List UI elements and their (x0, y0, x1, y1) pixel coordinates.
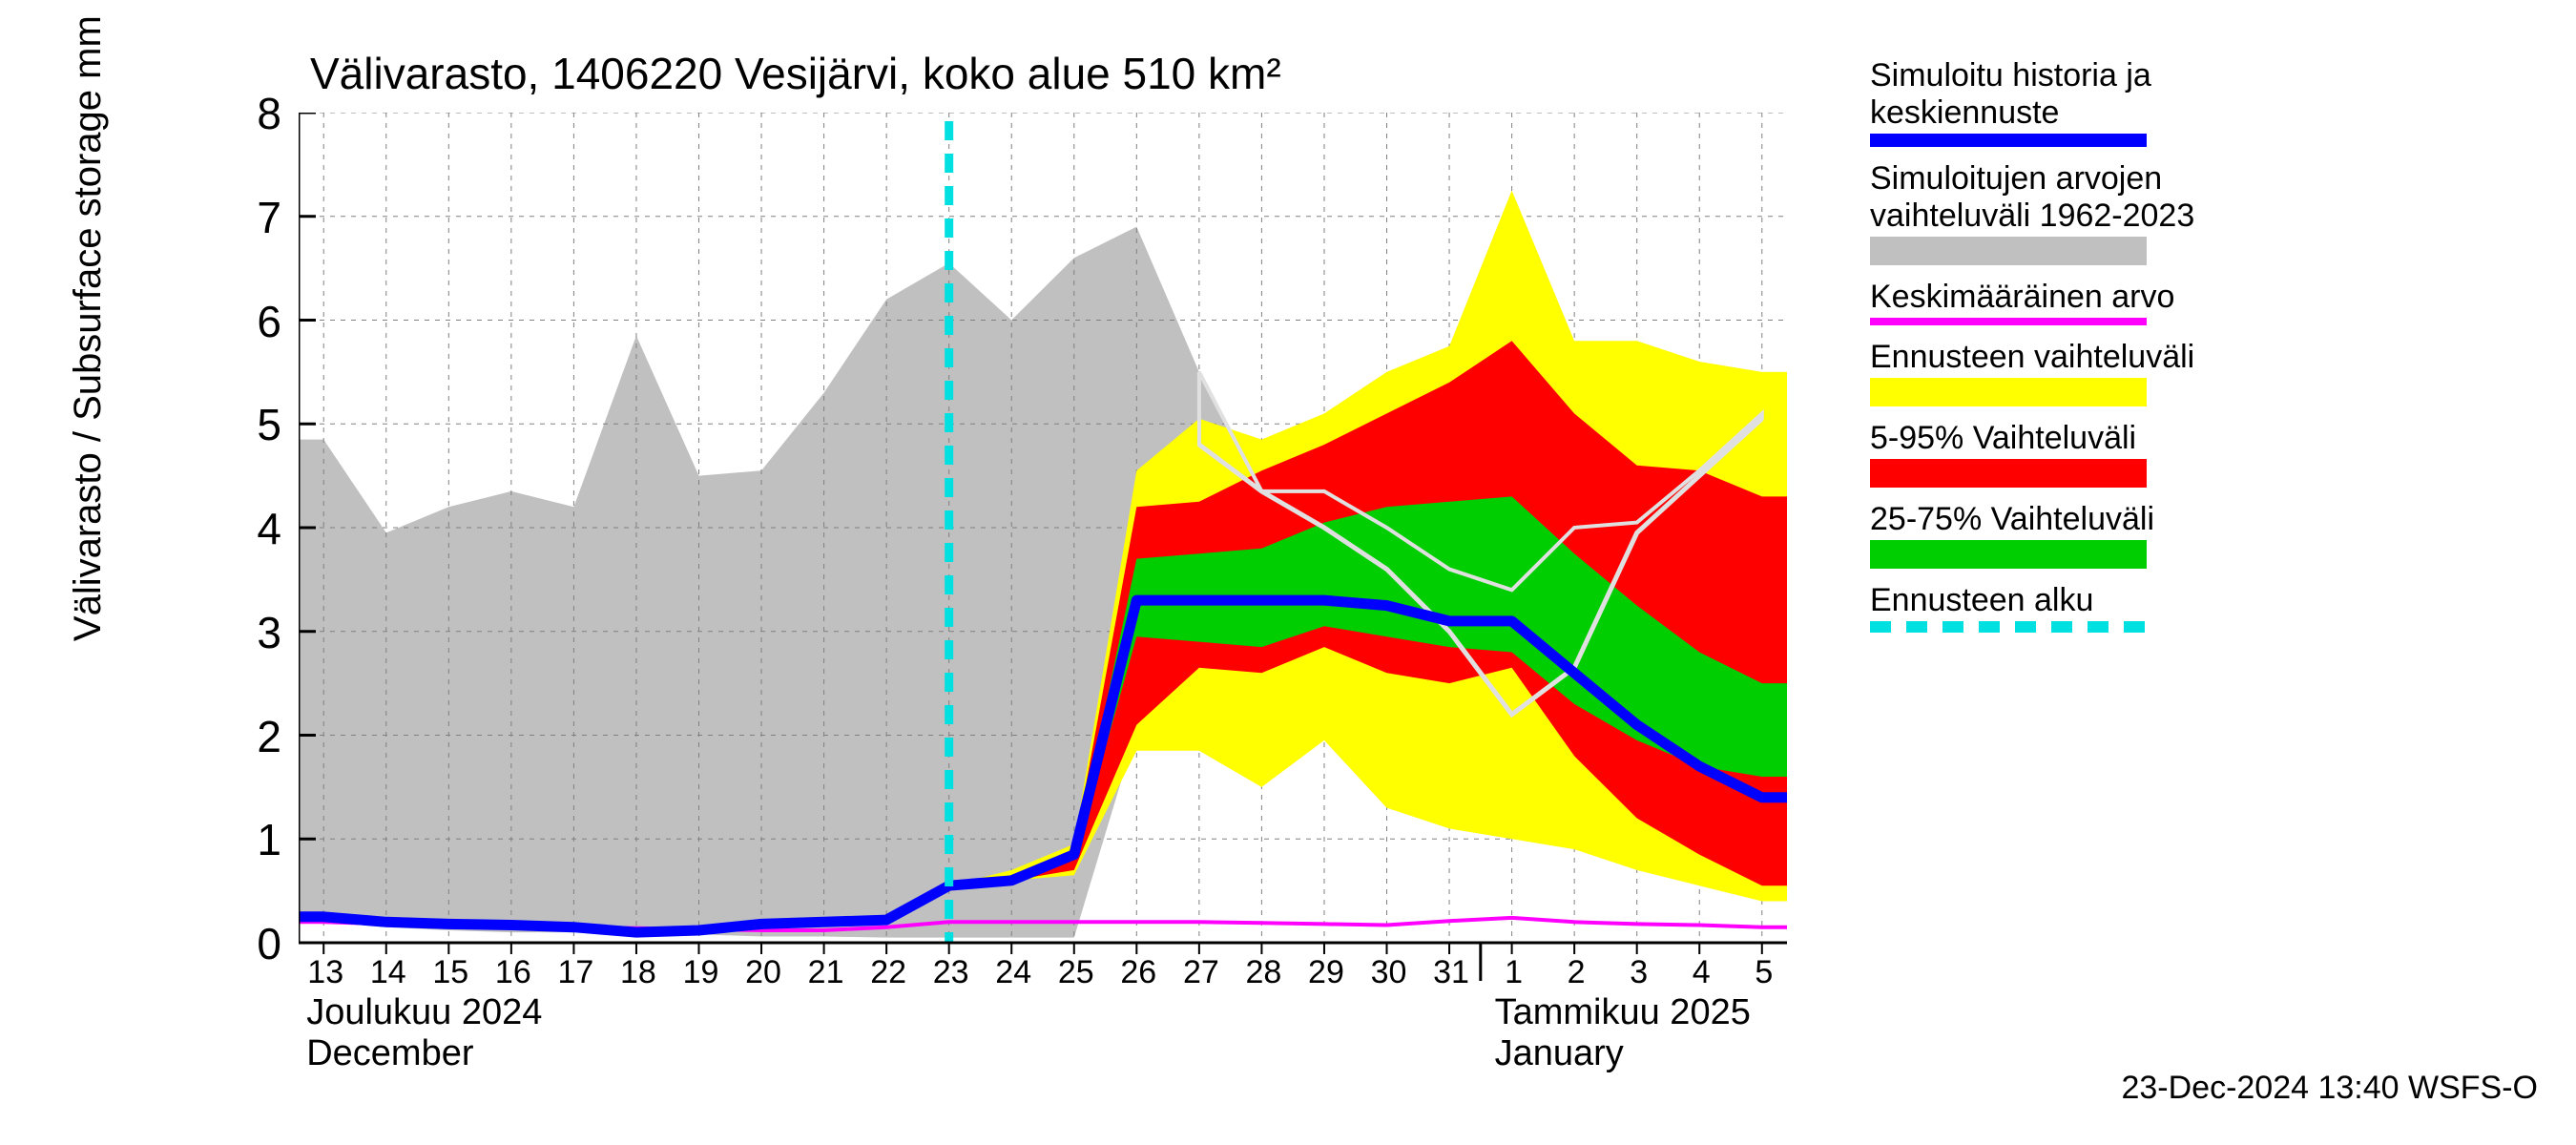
y-tick-label: 1 (234, 814, 281, 865)
legend-item: Ennusteen alku (1870, 582, 2194, 633)
x-tick-label: 22 (860, 954, 917, 991)
x-tick-label: 16 (485, 954, 542, 991)
chart-plot (299, 113, 1791, 981)
x-tick-label: 26 (1110, 954, 1167, 991)
y-tick-label: 4 (234, 503, 281, 554)
legend-swatch (1870, 378, 2147, 406)
x-month-label: Tammikuu 2025January (1495, 992, 1751, 1074)
x-tick-label: 28 (1235, 954, 1292, 991)
x-tick-label: 18 (610, 954, 667, 991)
timestamp: 23-Dec-2024 13:40 WSFS-O (2121, 1070, 2538, 1107)
y-tick-label: 0 (234, 918, 281, 969)
x-month-label: Joulukuu 2024December (306, 992, 542, 1074)
legend-item: 25-75% Vaihteluväli (1870, 501, 2194, 569)
y-tick-label: 8 (234, 88, 281, 139)
y-tick-label: 7 (234, 192, 281, 243)
x-tick-label: 29 (1298, 954, 1355, 991)
legend-item: Simuloitujen arvojenvaihteluväli 1962-20… (1870, 160, 2194, 265)
y-axis-label: Välivarasto / Subsurface storage mm (67, 15, 110, 641)
x-tick-label: 4 (1672, 954, 1730, 991)
x-tick-label: 20 (735, 954, 792, 991)
legend-swatch (1870, 134, 2147, 147)
x-tick-label: 3 (1610, 954, 1668, 991)
x-tick-label: 15 (422, 954, 479, 991)
legend-swatch (1870, 621, 2147, 633)
x-tick-label: 2 (1548, 954, 1605, 991)
x-tick-label: 24 (985, 954, 1042, 991)
legend-swatch (1870, 459, 2147, 488)
x-tick-label: 19 (672, 954, 729, 991)
chart-title: Välivarasto, 1406220 Vesijärvi, koko alu… (310, 48, 1281, 99)
legend-swatch (1870, 540, 2147, 569)
x-tick-label: 23 (923, 954, 980, 991)
x-tick-label: 1 (1485, 954, 1543, 991)
y-tick-label: 6 (234, 296, 281, 347)
y-tick-label: 2 (234, 711, 281, 762)
x-tick-label: 17 (547, 954, 604, 991)
x-tick-label: 5 (1735, 954, 1793, 991)
legend-item: Keskimääräinen arvo (1870, 279, 2194, 325)
x-tick-label: 31 (1423, 954, 1480, 991)
x-tick-label: 14 (360, 954, 417, 991)
legend: Simuloitu historia jakeskiennuste Simuloi… (1870, 57, 2194, 646)
x-tick-label: 21 (798, 954, 855, 991)
legend-swatch (1870, 237, 2147, 265)
legend-swatch (1870, 318, 2147, 325)
x-tick-label: 25 (1048, 954, 1105, 991)
legend-item: 5-95% Vaihteluväli (1870, 420, 2194, 488)
x-tick-label: 27 (1173, 954, 1230, 991)
x-tick-label: 13 (297, 954, 354, 991)
y-tick-label: 5 (234, 399, 281, 450)
legend-item: Ennusteen vaihteluväli (1870, 339, 2194, 406)
x-tick-label: 30 (1361, 954, 1418, 991)
legend-item: Simuloitu historia jakeskiennuste (1870, 57, 2194, 147)
y-tick-label: 3 (234, 607, 281, 658)
